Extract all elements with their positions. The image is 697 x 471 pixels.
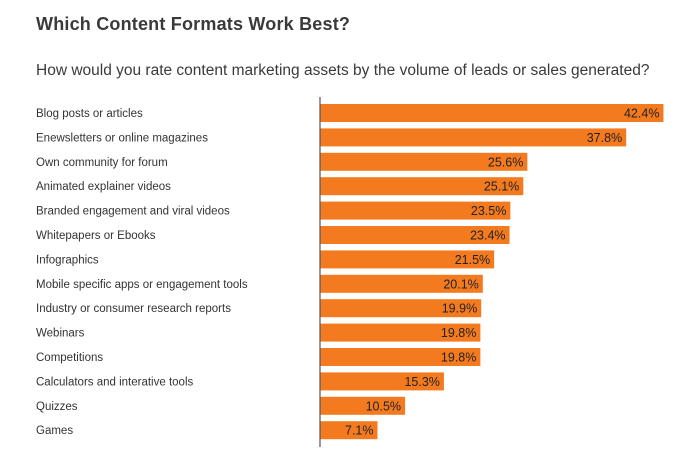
chart-title: Which Content Formats Work Best? <box>36 14 351 34</box>
category-label: Enewsletters or online magazines <box>36 132 208 144</box>
category-label: Calculators and interative tools <box>36 376 193 388</box>
category-label: Infographics <box>36 254 99 266</box>
bar-value-label: 19.9% <box>442 302 477 316</box>
bar-value-label: 25.6% <box>488 155 523 169</box>
bar <box>320 396 406 415</box>
bar <box>320 201 511 220</box>
bar-value-label: 19.8% <box>441 351 476 365</box>
category-label: Quizzes <box>36 401 78 413</box>
category-label: Blog posts or articles <box>36 108 143 120</box>
bar-value-label: 10.5% <box>366 399 401 413</box>
bar <box>320 250 495 269</box>
category-label: Whitepapers or Ebooks <box>36 230 156 242</box>
bar-value-label: 37.8% <box>587 131 622 145</box>
bar <box>320 348 481 366</box>
category-label: Competitions <box>36 352 103 364</box>
bar <box>320 152 528 171</box>
value-labels: 42.4%37.8% 25.6% 25.1% 23.5% 23.4% 21.5% 20.1%… <box>345 107 659 438</box>
bar-value-label: 21.5% <box>455 253 490 267</box>
category-label: Webinars <box>36 328 85 340</box>
bar <box>320 177 524 196</box>
bar-value-label: 23.4% <box>470 229 505 243</box>
bar-value-label: 25.1% <box>484 180 519 194</box>
bars <box>320 104 664 440</box>
bar-value-label: 23.5% <box>471 204 506 218</box>
bar <box>320 274 483 293</box>
category-labels: Blog posts or articles Enewsletters or on… <box>36 108 248 437</box>
category-label: Industry or consumer research reports <box>36 303 231 315</box>
bar <box>320 226 510 244</box>
bar <box>320 299 482 318</box>
bar-value-label: 19.8% <box>441 326 476 340</box>
bar <box>320 104 664 122</box>
bar-value-label: 20.1% <box>443 277 478 291</box>
bar-value-label: 7.1% <box>345 424 374 438</box>
category-label: Animated explainer videos <box>36 181 171 193</box>
bar-value-label: 42.4% <box>624 107 659 121</box>
bar <box>320 372 444 391</box>
bar <box>320 323 481 342</box>
category-label: Mobile specific apps or engagement tools <box>36 279 248 291</box>
category-label: Games <box>36 425 73 437</box>
category-label: Own community for forum <box>36 157 168 169</box>
bar-value-label: 15.3% <box>404 375 439 389</box>
category-label: Branded engagement and viral videos <box>36 206 230 218</box>
bar <box>320 128 627 147</box>
bar <box>320 421 378 440</box>
chart-subtitle: How would you rate content marketing ass… <box>36 62 650 79</box>
